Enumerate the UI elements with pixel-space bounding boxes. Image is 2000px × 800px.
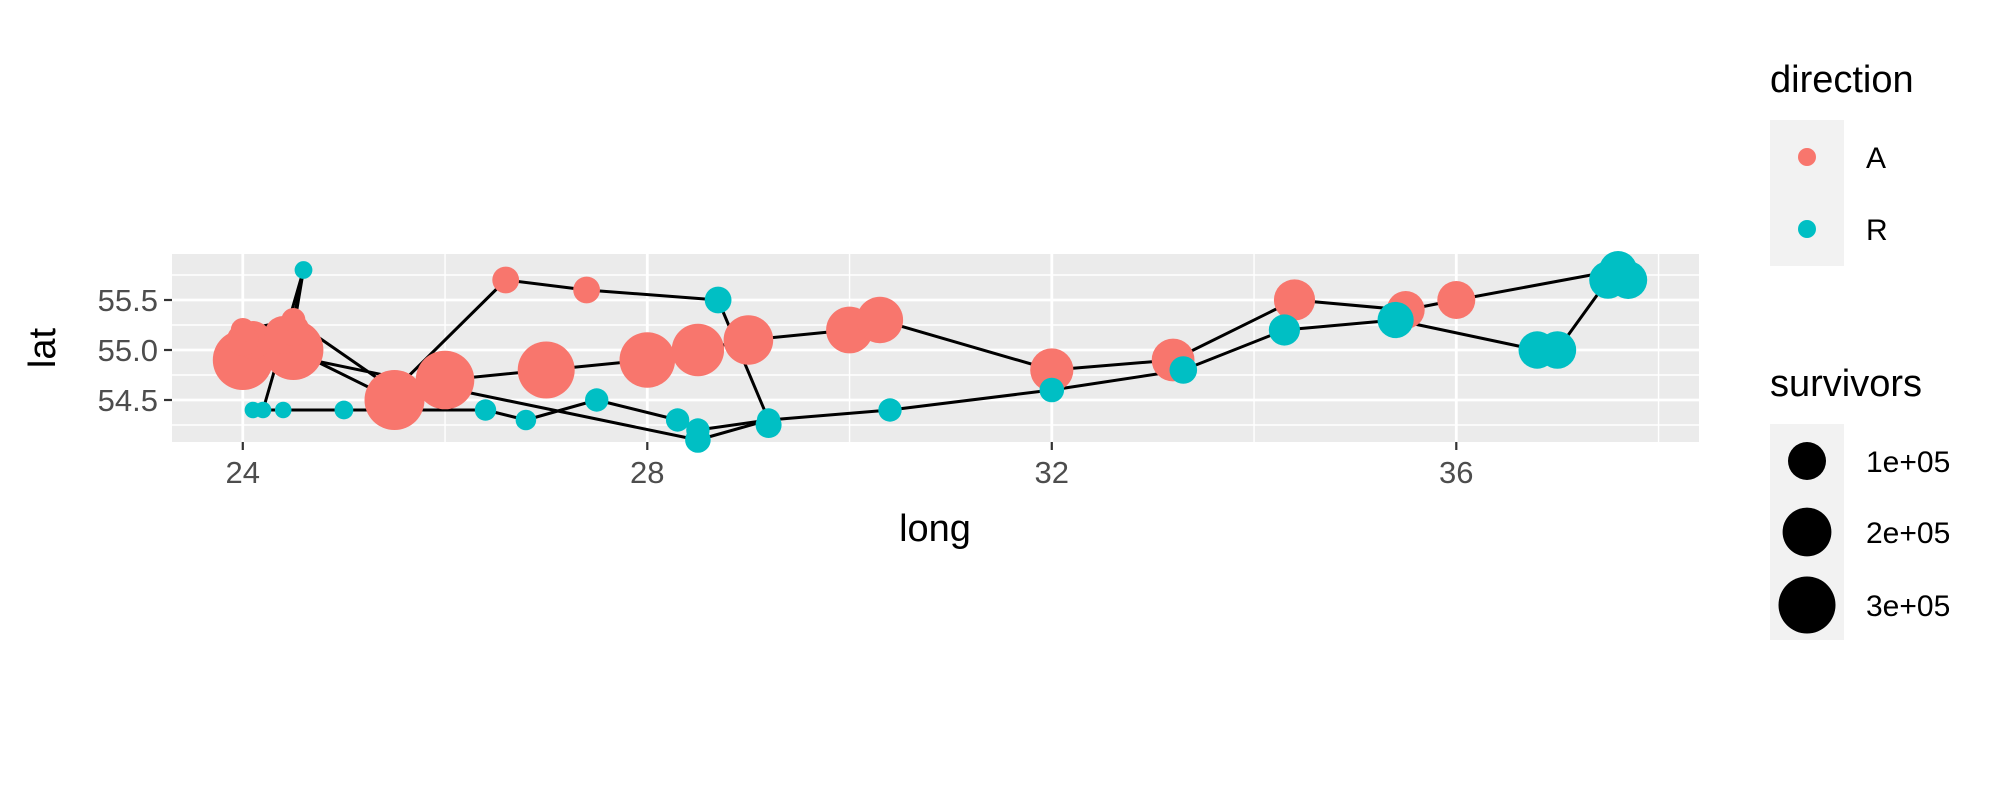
data-point <box>1030 348 1074 392</box>
grid-minor <box>172 254 1699 442</box>
legend-label-r: R <box>1866 214 1888 247</box>
data-point <box>723 315 774 365</box>
y-tick-label: 55.0 <box>98 333 158 368</box>
data-point <box>1273 279 1316 321</box>
data-point <box>294 261 313 279</box>
legend-label-2e5: 2e+05 <box>1866 517 1950 550</box>
data-point <box>671 323 725 377</box>
legend-label-a: A <box>1866 142 1886 175</box>
data-point <box>756 408 781 432</box>
data-point <box>1169 356 1198 384</box>
legend-size-1e5 <box>1788 442 1826 480</box>
data-point <box>274 401 292 419</box>
data-point <box>686 418 710 442</box>
legend-survivors: survivors 1e+05 2e+05 3e+05 <box>1770 363 1950 640</box>
legend-survivors-title: survivors <box>1770 363 1922 405</box>
legend-direction-title: direction <box>1770 59 1914 101</box>
data-point <box>1377 301 1414 339</box>
legend-size-2e5 <box>1782 507 1832 557</box>
x-tick-label: 36 <box>1439 455 1473 490</box>
y-tick-label: 54.5 <box>98 383 158 418</box>
legend-label-1e5: 1e+05 <box>1866 446 1950 479</box>
x-tick-label: 28 <box>630 455 664 490</box>
x-tick-label: 24 <box>226 455 260 490</box>
data-point <box>856 296 904 344</box>
data-point <box>665 408 690 432</box>
legend-label-3e5: 3e+05 <box>1866 590 1950 623</box>
data-point <box>1268 314 1300 346</box>
data-point <box>573 276 600 304</box>
data-point <box>492 266 520 294</box>
data-point <box>619 332 676 388</box>
y-tick-label: 55.5 <box>98 283 158 318</box>
data-point <box>364 370 425 430</box>
data-point <box>1518 331 1556 369</box>
data-point <box>1039 377 1065 403</box>
legend-direction-key-bg <box>1770 120 1844 266</box>
y-axis-title: lat <box>22 327 64 368</box>
x-axis: 24 28 32 36 <box>226 442 1474 490</box>
data-point <box>230 318 255 342</box>
x-axis-title: long <box>899 508 971 550</box>
data-point <box>415 350 475 410</box>
data-point <box>515 409 537 431</box>
data-point <box>585 388 609 412</box>
legend-key-a <box>1798 148 1816 166</box>
data-point <box>878 398 902 422</box>
y-axis: 54.5 55.0 55.5 <box>98 283 172 418</box>
data-point <box>281 308 306 332</box>
legend-size-3e5 <box>1778 576 1836 634</box>
data-point <box>474 399 497 421</box>
data-points <box>212 251 1648 453</box>
data-point <box>1589 261 1627 299</box>
data-point <box>1437 281 1476 319</box>
data-point <box>334 400 354 420</box>
legend-direction: direction A R <box>1770 59 1914 266</box>
legend-key-r <box>1798 220 1816 238</box>
x-tick-label: 32 <box>1035 455 1069 490</box>
data-point <box>244 401 262 419</box>
data-point <box>704 286 732 314</box>
data-point <box>517 341 575 399</box>
